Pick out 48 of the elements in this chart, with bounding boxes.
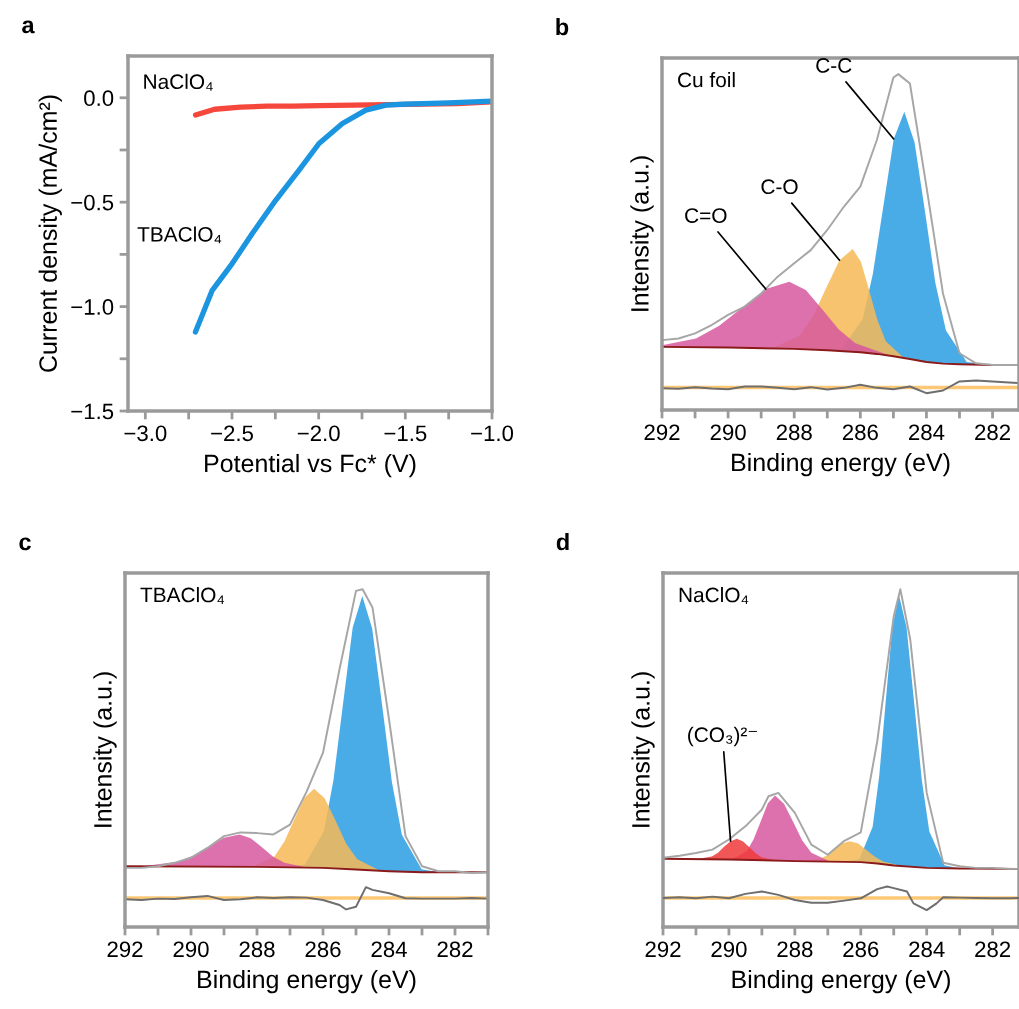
y-axis-title: Intensity (a.u.) (93, 672, 117, 827)
x-tick-label: −2.0 (297, 425, 340, 442)
x-tick-label: 286 (843, 941, 879, 958)
y-tick-label: −0.5 (71, 194, 114, 211)
x-tick-label: 284 (909, 941, 945, 958)
x-axis-title: Binding energy (eV) (732, 969, 950, 994)
y-axis-title: Intensity (a.u.) (631, 672, 655, 827)
chart-title: b (556, 18, 569, 36)
annotation: NaClO₄ (679, 587, 749, 604)
x-axis-title: Binding energy (eV) (732, 452, 950, 477)
x-tick-label: 288 (239, 941, 275, 958)
annotation: TBAClO₄ (140, 587, 225, 604)
x-tick-label: 288 (777, 941, 813, 958)
x-tick-label: 290 (711, 941, 747, 958)
x-tick-label: 290 (710, 424, 746, 441)
x-tick-label: 292 (107, 941, 143, 958)
y-axis-title: Intensity (a.u.) (630, 156, 654, 311)
y-tick-label: 0.0 (84, 90, 114, 107)
annotation: (CO₃)²⁻ (688, 726, 757, 747)
x-tick-label: −2.5 (211, 425, 253, 442)
x-tick-label: 282 (975, 941, 1011, 958)
x-tick-label: 290 (173, 941, 209, 958)
y-tick-label: −1.5 (71, 403, 114, 420)
x-tick-label: 288 (776, 424, 812, 441)
annotation: C=O (685, 208, 727, 223)
x-tick-label: −1.0 (471, 425, 514, 442)
y-axis-title: Current density (mA/cm²) (38, 95, 62, 372)
chart-title: a (22, 20, 35, 34)
x-tick-label: 292 (645, 941, 681, 958)
annotation: C-C (816, 58, 852, 73)
x-axis-title: Binding energy (eV) (198, 969, 416, 994)
series-label: TBAClO₄ (137, 226, 222, 244)
x-tick-label: 282 (975, 424, 1010, 441)
x-tick-label: −3.0 (124, 425, 167, 442)
series-label: NaClO₄ (144, 73, 213, 91)
annotation: Cu foil (678, 72, 735, 88)
x-axis-title: Potential vs Fc* (V) (205, 453, 416, 478)
x-tick-label: 282 (437, 941, 473, 958)
chart-title: d (556, 532, 569, 551)
chart-title: c (19, 537, 31, 551)
x-tick-label: 284 (909, 424, 945, 441)
x-tick-label: 286 (842, 424, 878, 441)
annotation: C-O (761, 179, 798, 195)
x-tick-label: 286 (305, 941, 341, 958)
x-tick-label: 284 (371, 941, 407, 958)
y-tick-label: −1.0 (71, 299, 114, 315)
x-tick-label: −1.5 (384, 425, 427, 442)
x-tick-label: 292 (644, 424, 680, 441)
